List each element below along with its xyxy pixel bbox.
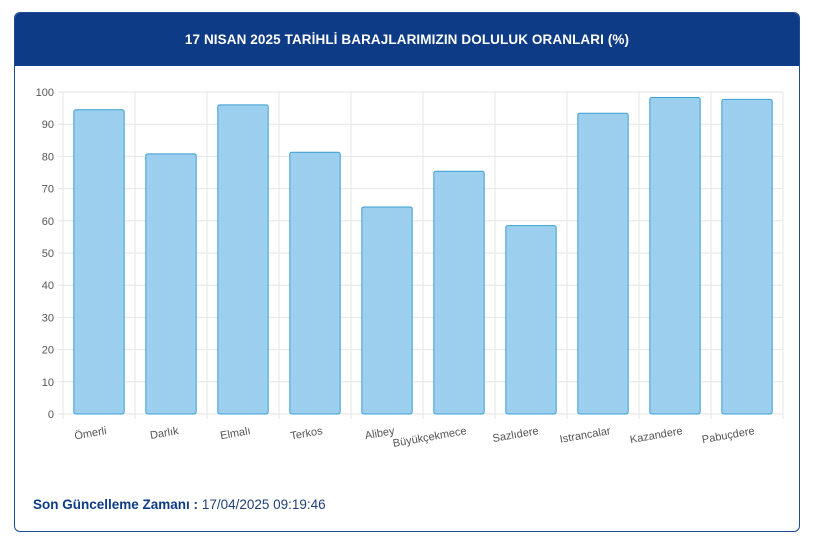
- y-tick-label: 40: [42, 280, 54, 292]
- x-tick-label: Alibey: [364, 425, 396, 442]
- y-tick-label: 80: [42, 151, 54, 163]
- chart-title: 17 NISAN 2025 TARİHLİ BARAJLARIMIZIN DOL…: [184, 32, 630, 47]
- bar: [217, 104, 269, 415]
- bar: [433, 170, 485, 415]
- y-tick-label: 0: [48, 409, 54, 421]
- y-tick-label: 60: [42, 216, 54, 228]
- x-tick-label: Elmalı: [219, 425, 251, 442]
- bar: [649, 96, 701, 415]
- x-tick-label: Ömerli: [74, 425, 108, 442]
- x-tick-label: Pabuçdere: [701, 425, 755, 446]
- last-update: Son Güncelleme Zamanı : 17/04/2025 09:19…: [33, 497, 326, 512]
- y-tick-label: 20: [42, 345, 54, 357]
- bar: [289, 151, 341, 415]
- bar: [577, 112, 629, 415]
- bar: [361, 206, 413, 415]
- y-tick-label: 70: [42, 184, 54, 196]
- last-update-label: Son Güncelleme Zamanı :: [33, 497, 199, 512]
- bar: [145, 153, 197, 415]
- x-tick-label: Kazandere: [629, 425, 683, 446]
- chart-area: 0 10 20 30 40 50 60 70 80 90 100 Ömerli Darlık Elmalı…: [15, 66, 799, 466]
- y-tick-label: 50: [42, 248, 54, 260]
- y-tick-label: 10: [42, 377, 54, 389]
- last-update-value: 17/04/2025 09:19:46: [201, 497, 326, 512]
- bar: [73, 109, 125, 415]
- chart-header: 17 NISAN 2025 TARİHLİ BARAJLARIMIZIN DOL…: [15, 13, 799, 66]
- x-tick-label: Terkos: [290, 425, 324, 443]
- x-tick-label: Büyükçekmece: [392, 425, 468, 450]
- x-tick-label: Darlık: [149, 425, 180, 442]
- bar: [721, 98, 773, 415]
- y-tick-label: 30: [42, 312, 54, 324]
- chart-card: 17 NISAN 2025 TARİHLİ BARAJLARIMIZIN DOL…: [14, 12, 800, 532]
- bar: [505, 225, 557, 415]
- x-tick-label: Sazlıdere: [492, 425, 540, 445]
- y-tick-label: 100: [36, 87, 54, 99]
- x-tick-label: Istrancalar: [559, 425, 612, 446]
- y-tick-label: 90: [42, 119, 54, 131]
- bar-chart: 0 10 20 30 40 50 60 70 80 90 100 Ömerli Darlık Elmalı…: [36, 87, 784, 450]
